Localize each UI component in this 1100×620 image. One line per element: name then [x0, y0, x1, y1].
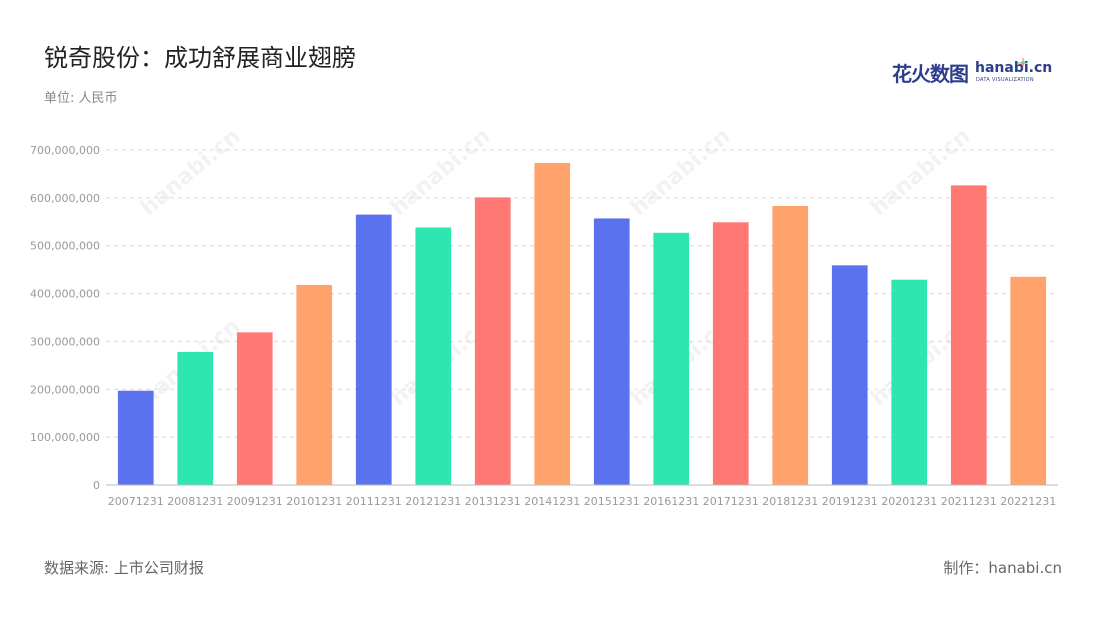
x-tick-label: 20151231	[584, 495, 640, 508]
x-tick-label: 20111231	[346, 495, 402, 508]
y-tick-label: 300,000,000	[30, 335, 100, 348]
x-tick-label: 20071231	[108, 495, 164, 508]
chart-title: 锐奇股份：成功舒展商业翅膀	[44, 44, 356, 72]
x-tick-label: 20101231	[286, 495, 342, 508]
y-tick-label: 200,000,000	[30, 383, 100, 396]
bar-20201231[interactable]	[891, 279, 928, 485]
x-tick-label: 20141231	[524, 495, 580, 508]
bar-20191231[interactable]	[831, 265, 868, 485]
bar-20071231[interactable]	[117, 390, 154, 485]
bars	[117, 162, 1047, 485]
data-source: 数据来源: 上市公司财报	[44, 559, 204, 577]
x-tick-label: 20171231	[703, 495, 759, 508]
x-tick-label: 20211231	[941, 495, 997, 508]
y-tick-label: 400,000,000	[30, 288, 100, 301]
x-tick-label: 20191231	[822, 495, 878, 508]
y-tick-label: 100,000,000	[30, 431, 100, 444]
x-axis-ticks: 20071231 20081231 20091231 20101231 20111231…	[108, 495, 1057, 508]
bar-20111231[interactable]	[355, 214, 392, 485]
sparkle-icon	[1018, 58, 1028, 68]
y-axis-ticks: 0 100,000,000 200,000,000 300,000,000 400,00…	[30, 144, 100, 492]
unit-label: 单位: 人民币	[44, 91, 118, 106]
bar-20151231[interactable]	[593, 218, 630, 485]
x-tick-label: 20081231	[167, 495, 223, 508]
bar-20181231[interactable]	[772, 205, 809, 485]
y-tick-label: 700,000,000	[30, 144, 100, 157]
bar-20221231[interactable]	[1010, 276, 1047, 485]
x-tick-label: 20131231	[465, 495, 521, 508]
bar-20161231[interactable]	[653, 232, 690, 485]
bar-20171231[interactable]	[712, 222, 749, 485]
y-tick-label: 600,000,000	[30, 192, 100, 205]
bar-20101231[interactable]	[296, 284, 333, 485]
bar-20131231[interactable]	[474, 197, 511, 485]
bar-20091231[interactable]	[236, 332, 273, 485]
x-tick-label: 20181231	[762, 495, 818, 508]
y-tick-label: 500,000,000	[30, 240, 100, 253]
bar-20121231[interactable]	[415, 227, 452, 485]
y-tick-label: 0	[93, 479, 100, 492]
logo-cn-text: 花火数图	[892, 62, 969, 86]
bar-20141231[interactable]	[534, 162, 571, 485]
maker-credit: 制作：hanabi.cn	[943, 559, 1062, 577]
brand-logo: 花火数图 hanabi.cn DATA VISUALIZATION	[892, 58, 1052, 88]
bar-20081231[interactable]	[177, 351, 214, 485]
x-tick-label: 20221231	[1000, 495, 1056, 508]
x-tick-label: 20161231	[643, 495, 699, 508]
x-tick-label: 20201231	[881, 495, 937, 508]
bar-20211231[interactable]	[950, 185, 987, 485]
x-tick-label: 20091231	[227, 495, 283, 508]
x-tick-label: 20121231	[405, 495, 461, 508]
logo-en-text: hanabi.cn	[975, 60, 1053, 76]
logo-sub-text: DATA VISUALIZATION	[976, 77, 1034, 83]
